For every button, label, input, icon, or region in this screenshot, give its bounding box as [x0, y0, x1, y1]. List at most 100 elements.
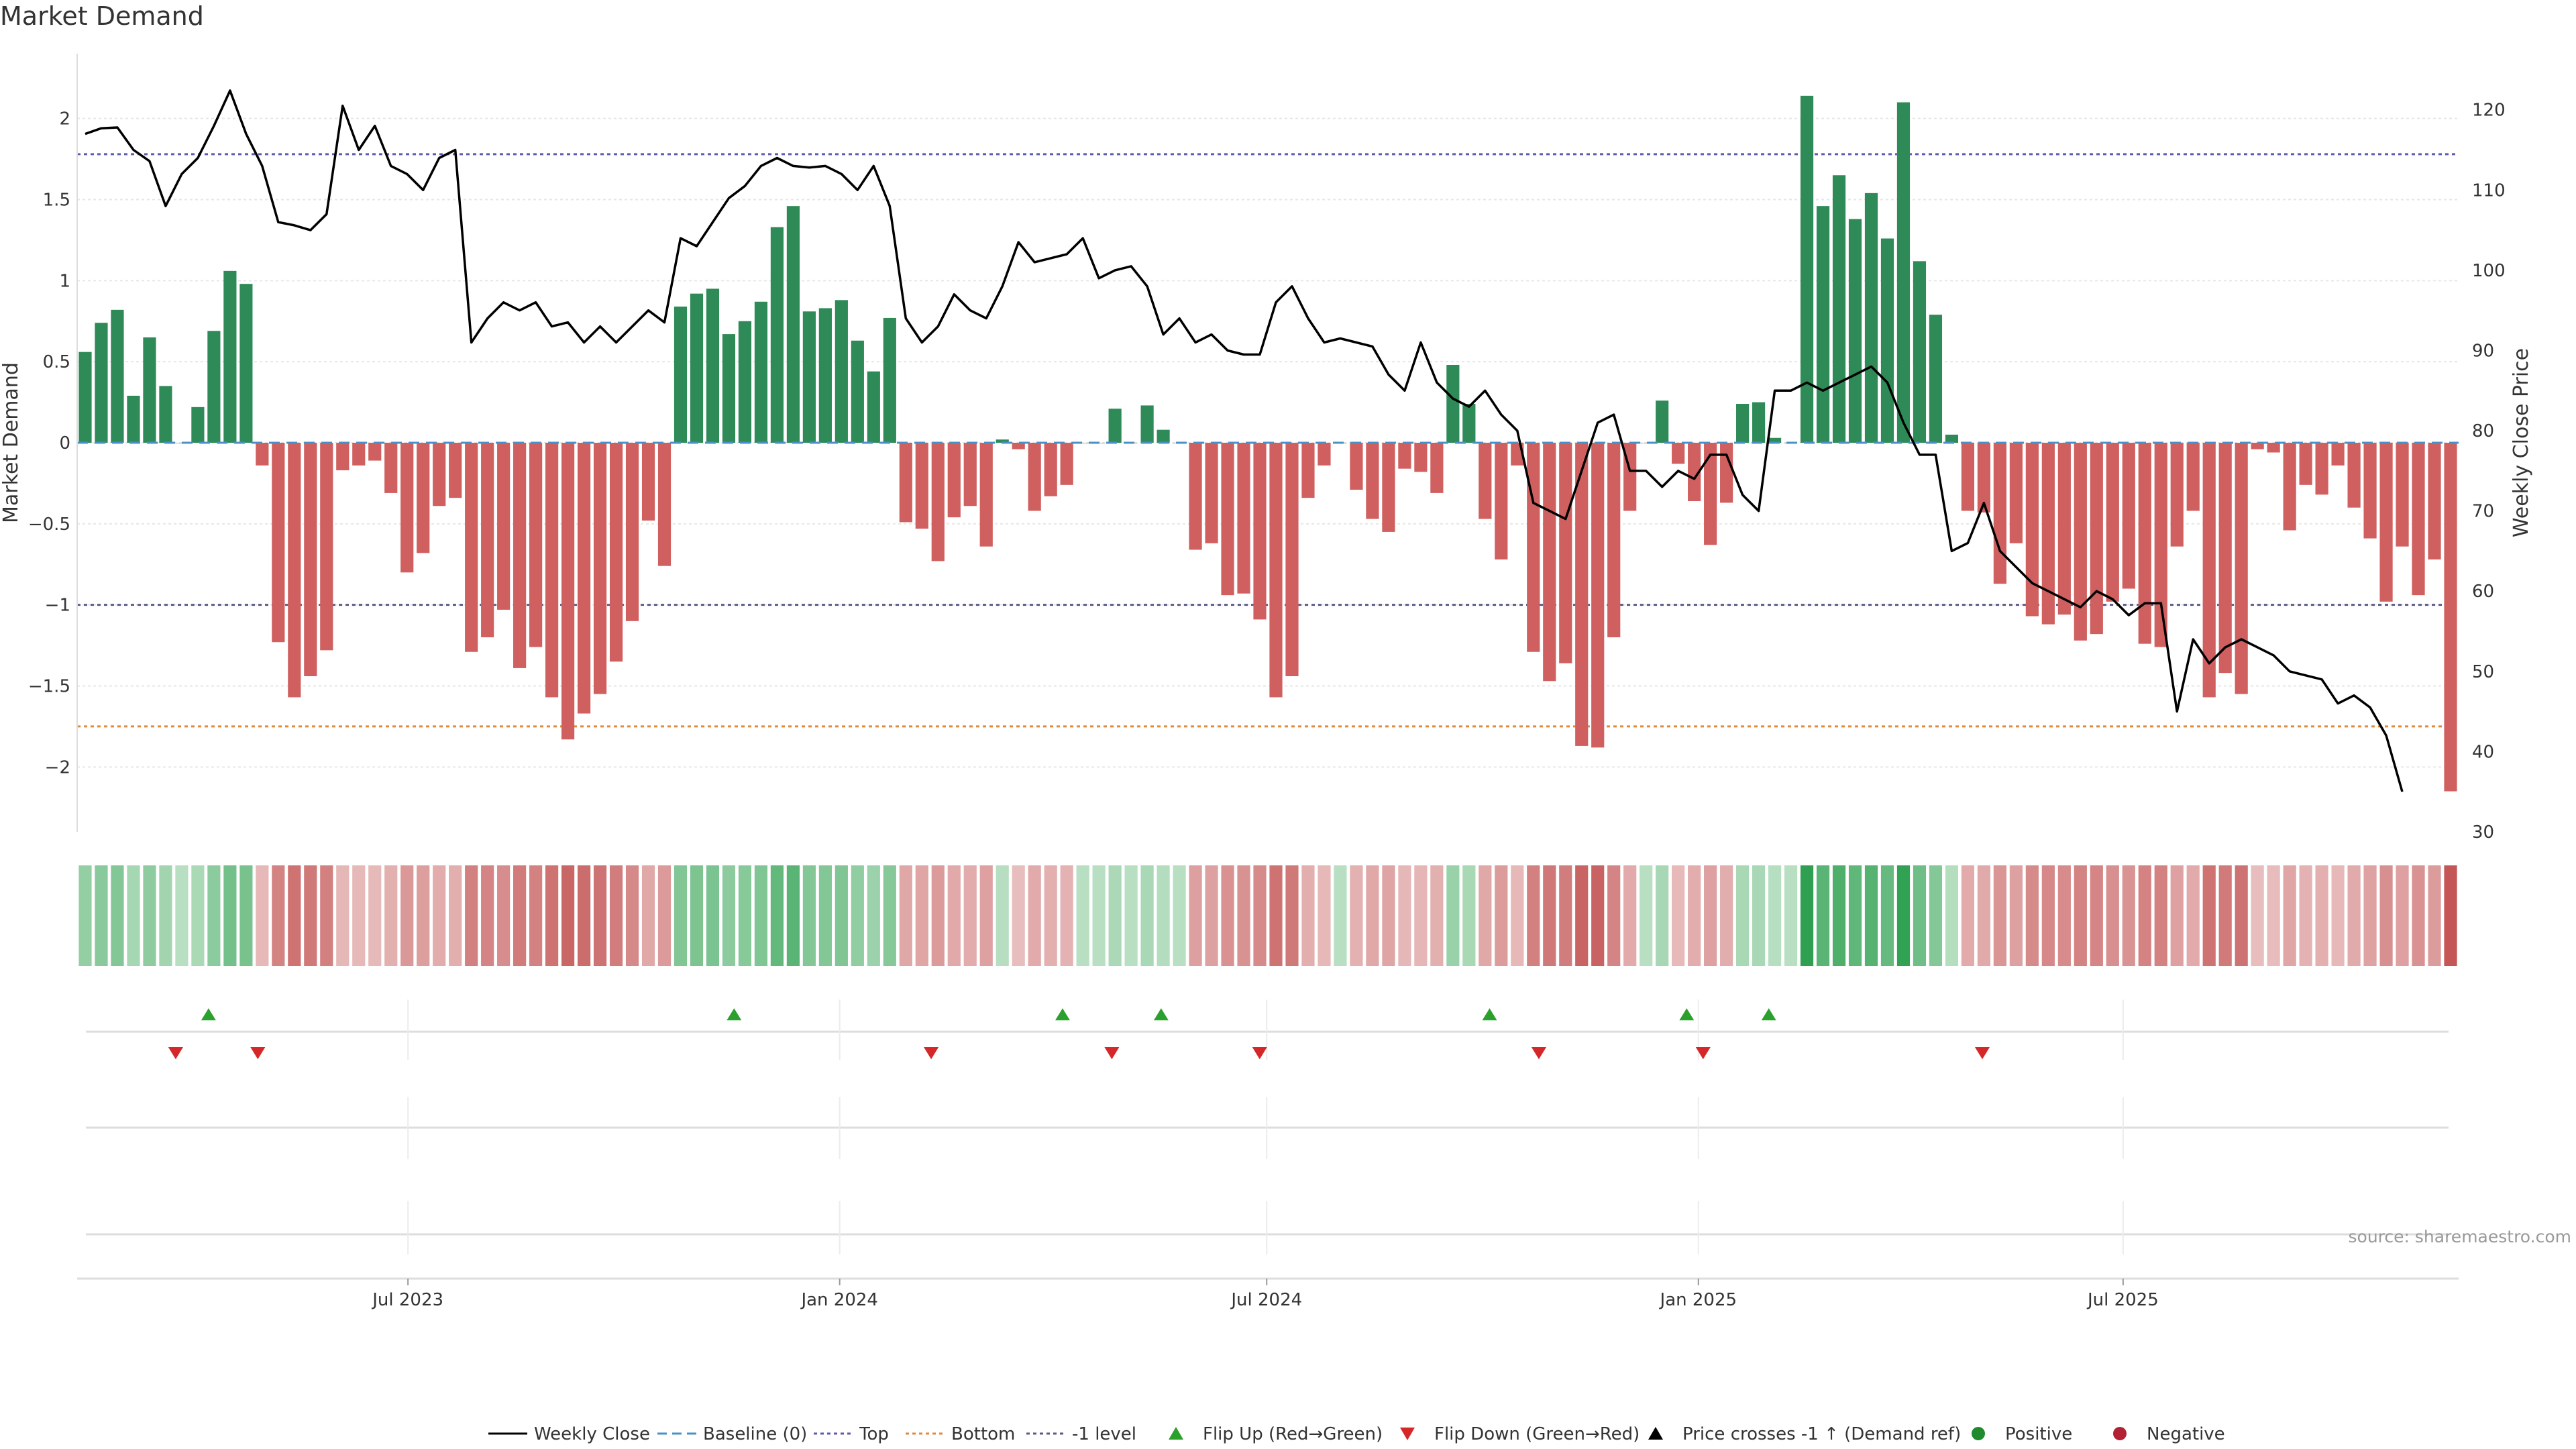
demand-bar	[1575, 443, 1589, 746]
intensity-cell	[1672, 865, 1685, 966]
demand-bar	[1157, 429, 1170, 443]
intensity-cell	[2283, 865, 2296, 966]
legend-item: Weekly Close	[488, 1424, 650, 1444]
intensity-cell	[2041, 865, 2055, 966]
intensity-cell	[143, 865, 156, 966]
legend-item: Flip Up (Red→Green)	[1169, 1424, 1383, 1444]
intensity-cell	[2251, 865, 2264, 966]
intensity-cell	[1253, 865, 1267, 966]
intensity-cell	[1752, 865, 1766, 966]
demand-bar	[690, 293, 704, 443]
demand-bar	[256, 443, 269, 466]
intensity-cell	[78, 865, 92, 966]
demand-bar	[384, 443, 398, 493]
legend-label: Bottom	[951, 1424, 1015, 1444]
demand-bar	[1527, 443, 1540, 652]
intensity-cell	[1012, 865, 1025, 966]
demand-bar	[2444, 443, 2457, 792]
demand-bar	[2267, 443, 2280, 453]
demand-bar	[1446, 365, 1460, 443]
flip-down-marker	[924, 1047, 939, 1059]
intensity-cell	[2267, 865, 2280, 966]
demand-bar	[2218, 443, 2232, 674]
intensity-cell	[191, 865, 205, 966]
intensity-cell	[561, 865, 575, 966]
intensity-cell	[2122, 865, 2135, 966]
demand-bar	[1430, 443, 1444, 493]
demand-bar	[657, 443, 672, 566]
demand-bar	[288, 443, 301, 698]
flip-down-marker	[1531, 1047, 1546, 1059]
intensity-cell	[1656, 865, 1669, 966]
demand-bar	[78, 352, 92, 443]
demand-bar	[1140, 405, 1154, 443]
demand-bar	[2106, 443, 2119, 602]
flip-down-marker	[1104, 1047, 1120, 1059]
intensity-cell	[1334, 865, 1347, 966]
intensity-cell	[1366, 865, 1379, 966]
demand-bar	[2396, 443, 2409, 547]
demand-bar	[191, 407, 205, 443]
intensity-cell	[1269, 865, 1283, 966]
demand-bar	[2138, 443, 2151, 644]
flip-up-marker	[1482, 1008, 1497, 1020]
intensity-cell	[1511, 865, 1524, 966]
intensity-cell	[272, 865, 285, 966]
intensity-cell	[1896, 865, 1911, 966]
intensity-cell	[2074, 865, 2087, 966]
legend-label: Weekly Close	[534, 1424, 650, 1444]
intensity-cell	[1527, 865, 1540, 966]
y-tick-label: 2	[59, 109, 70, 129]
demand-bar	[2283, 443, 2296, 531]
intensity-cell	[95, 865, 108, 966]
demand-bar	[2363, 443, 2377, 539]
intensity-cell	[449, 865, 462, 966]
y-right-tick-label: 50	[2472, 662, 2494, 682]
close-line-layer	[77, 89, 2459, 792]
intensity-cell	[1977, 865, 1990, 966]
demand-bar	[1350, 443, 1363, 490]
demand-bar	[2122, 443, 2135, 589]
intensity-cell	[400, 865, 414, 966]
intensity-cell	[2170, 865, 2184, 966]
demand-bar	[2009, 443, 2023, 543]
intensity-cell	[1462, 865, 1476, 966]
legend-label: Price crosses -1 ↑ (Demand ref)	[1682, 1424, 1961, 1444]
intensity-cell	[159, 865, 172, 966]
demand-bar	[481, 443, 494, 637]
intensity-cell	[2218, 865, 2232, 966]
demand-bar	[915, 443, 928, 529]
intensity-cell	[497, 865, 511, 966]
intensity-cell	[690, 865, 704, 966]
intensity-cell	[1495, 865, 1508, 966]
demand-bar	[239, 284, 253, 443]
intensity-cell	[1559, 865, 1572, 966]
demand-bar	[1462, 404, 1476, 443]
legend-item: Top	[814, 1424, 889, 1444]
intensity-cell	[2412, 865, 2425, 966]
intensity-cell	[1848, 865, 1862, 966]
y-right-tick-label: 70	[2472, 502, 2494, 522]
y-right-tick-label: 80	[2472, 421, 2494, 441]
demand-bar	[1993, 443, 2006, 584]
demand-bar	[368, 443, 382, 461]
intensity-cell	[657, 865, 672, 966]
legend-label: Baseline (0)	[703, 1424, 807, 1444]
source-note: source: sharemaestro.com	[2349, 1227, 2572, 1246]
intensity-cell	[207, 865, 221, 966]
intensity-cell	[175, 865, 189, 966]
intensity-cell	[1301, 865, 1315, 966]
intensity-cell	[384, 865, 398, 966]
intensity-cell	[947, 865, 961, 966]
demand-bar	[1768, 437, 1782, 443]
intensity-cell	[1446, 865, 1460, 966]
demand-bar	[1382, 443, 1395, 532]
demand-bar	[851, 340, 864, 443]
y-axis-title: Market Demand	[0, 362, 23, 523]
y-right-tick-label: 60	[2472, 582, 2494, 602]
demand-bar	[674, 307, 688, 443]
intensity-cell	[1028, 865, 1041, 966]
demand-bar	[738, 321, 752, 443]
demand-bar	[95, 323, 108, 443]
demand-bar	[465, 443, 478, 652]
